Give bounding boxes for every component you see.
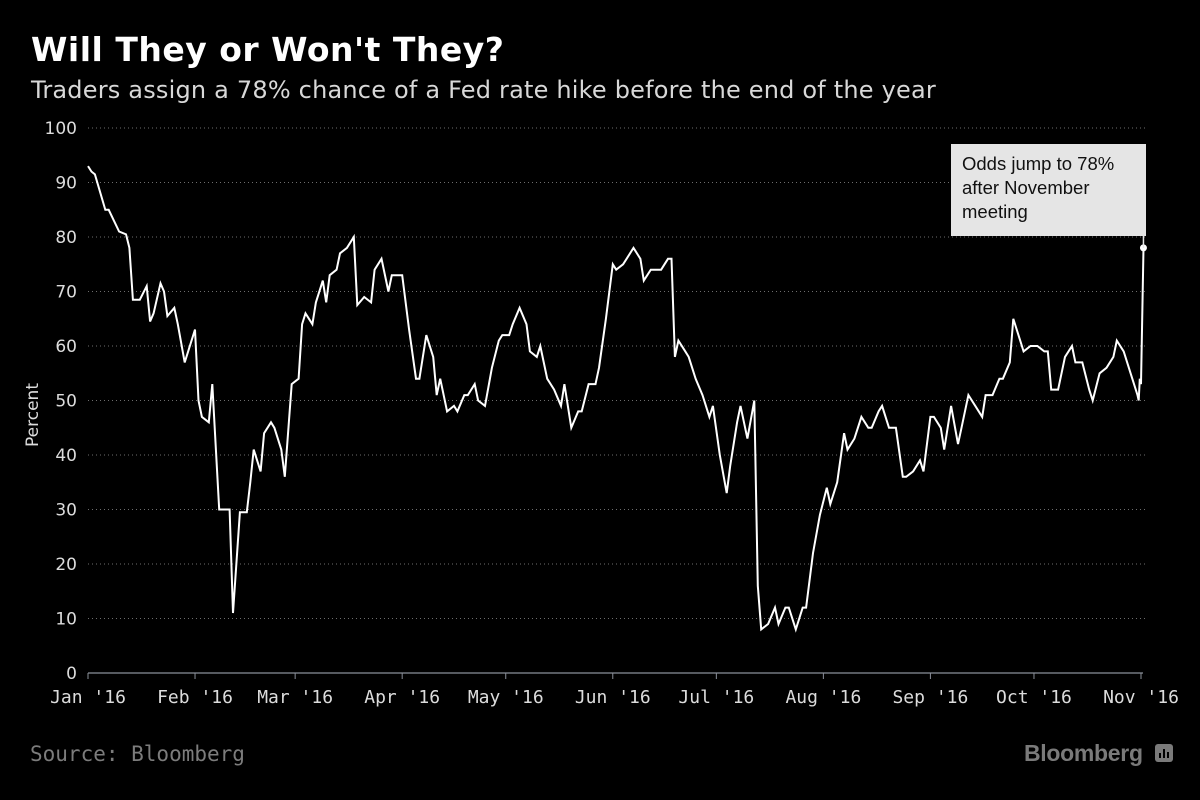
x-tick-label: Nov '16 bbox=[1103, 687, 1179, 708]
chart-subtitle: Traders assign a 78% chance of a Fed rat… bbox=[31, 76, 936, 104]
y-tick-label: 40 bbox=[55, 446, 77, 466]
bloomberg-chart-icon bbox=[1155, 744, 1173, 762]
x-tick-label: Jun '16 bbox=[575, 687, 651, 708]
x-tick-label: Sep '16 bbox=[892, 687, 968, 708]
x-tick-label: Mar '16 bbox=[257, 687, 333, 708]
x-tick-label: Feb '16 bbox=[157, 687, 233, 708]
y-tick-label: 50 bbox=[55, 392, 77, 412]
x-tick-label: Apr '16 bbox=[364, 687, 440, 708]
y-tick-label: 60 bbox=[55, 337, 77, 357]
annotation-callout: Odds jump to 78% after November meeting bbox=[951, 144, 1146, 236]
y-tick-label: 0 bbox=[66, 664, 77, 684]
y-tick-label: 80 bbox=[55, 228, 77, 248]
y-tick-label: 20 bbox=[55, 555, 77, 575]
y-tick-label: 90 bbox=[55, 174, 77, 194]
x-tick-label: Jan '16 bbox=[50, 687, 126, 708]
series-line bbox=[87, 165, 1145, 633]
x-tick-label: May '16 bbox=[468, 687, 544, 708]
y-axis-ticks: 0 10 20 30 40 50 60 70 80 90 100 bbox=[45, 119, 77, 684]
y-tick-label: 70 bbox=[55, 283, 77, 303]
source-note: Source: Bloomberg bbox=[30, 742, 245, 766]
gridlines bbox=[88, 127, 1147, 619]
x-axis: Jan '16 Feb '16 Mar '16 Apr '16 May '16 Jun '… bbox=[50, 672, 1179, 708]
y-tick-label: 10 bbox=[55, 610, 77, 630]
x-tick-label: Oct '16 bbox=[996, 687, 1072, 708]
x-tick-label: Aug '16 bbox=[785, 687, 861, 708]
y-tick-label: 30 bbox=[55, 501, 77, 521]
chart-title: Will They or Won't They? bbox=[31, 30, 505, 69]
y-axis-label: Percent bbox=[23, 383, 43, 447]
y-tick-label: 100 bbox=[45, 119, 77, 139]
x-tick-label: Jul '16 bbox=[678, 687, 754, 708]
brand-logo-text: Bloomberg bbox=[1024, 740, 1143, 766]
series-group bbox=[87, 165, 1147, 633]
